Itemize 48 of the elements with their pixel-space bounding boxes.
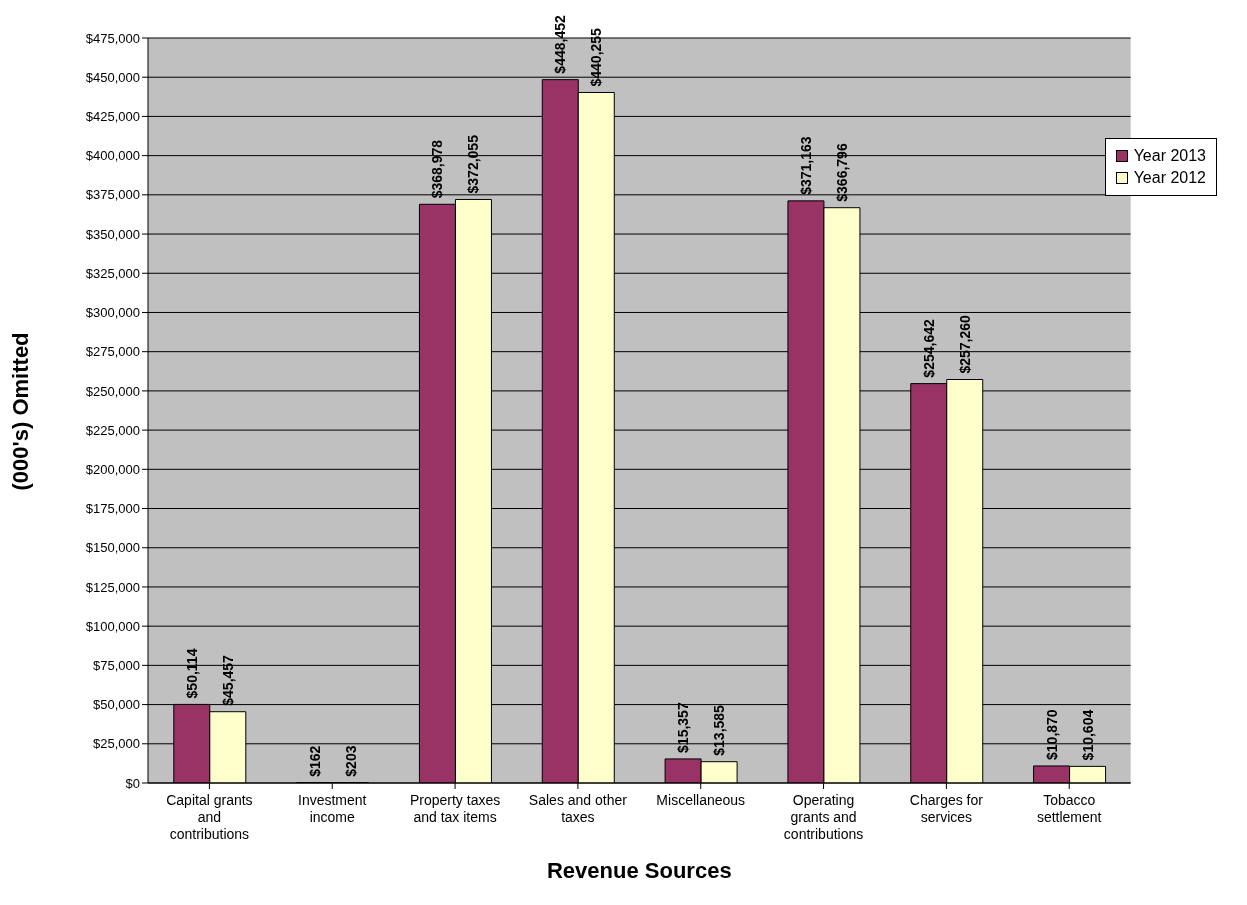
x-tick-label: Sales and other taxes — [528, 792, 628, 825]
y-tick-label: $375,000 — [85, 187, 140, 203]
y-tick-label: $125,000 — [85, 579, 140, 595]
y-tick-label: $300,000 — [85, 305, 140, 321]
y-tick-label: $425,000 — [85, 109, 140, 125]
y-axis-title: (000's) Omitted — [7, 332, 33, 491]
y-tick-label: $225,000 — [85, 422, 140, 438]
data-label: $10,870 — [1043, 709, 1060, 760]
x-tick-label: Capital grants and contributions — [166, 792, 253, 842]
y-tick-label: $150,000 — [85, 540, 140, 556]
data-label: $45,457 — [219, 654, 236, 706]
y-tick-label: $275,000 — [85, 344, 140, 360]
y-tick-label: $200,000 — [85, 461, 140, 477]
legend-label: Year 2013 — [1133, 146, 1206, 166]
y-tick-label: $50,000 — [93, 697, 140, 713]
x-tick-label: Tobacco settlement — [1036, 792, 1102, 825]
y-tick-label: $450,000 — [85, 69, 140, 85]
legend-label: Year 2012 — [1133, 168, 1206, 188]
y-tick-label: $250,000 — [85, 383, 140, 399]
data-label: $15,357 — [675, 702, 692, 753]
data-label: $371,163 — [797, 136, 814, 195]
data-label: $10,604 — [1079, 709, 1096, 761]
y-tick-label: $325,000 — [85, 265, 140, 281]
data-label: $13,585 — [711, 704, 728, 756]
y-tick-label: $0 — [125, 775, 140, 791]
x-tick-label: Property taxes and tax items — [409, 792, 501, 825]
x-tick-label: Operating grants and contributions — [783, 792, 864, 842]
y-tick-label: $400,000 — [85, 148, 140, 164]
data-label: $50,114 — [183, 648, 200, 699]
data-label: $257,260 — [956, 314, 973, 374]
x-axis-title: Revenue Sources — [546, 858, 732, 883]
data-label: $372,055 — [465, 134, 482, 194]
x-tick-label: Miscellaneous — [656, 792, 746, 808]
data-label: $203 — [342, 745, 359, 777]
data-label: $448,452 — [552, 15, 569, 74]
y-tick-label: $75,000 — [93, 657, 140, 673]
x-tick-label: Investment income — [298, 792, 367, 825]
y-tick-label: $350,000 — [85, 226, 140, 242]
data-label: $366,796 — [833, 143, 850, 202]
data-label: $440,255 — [588, 27, 605, 87]
y-tick-label: $475,000 — [85, 30, 140, 46]
data-label: $254,642 — [920, 319, 937, 378]
x-tick-label: Charges for services — [909, 792, 984, 825]
y-tick-label: $25,000 — [93, 736, 140, 752]
y-tick-label: $100,000 — [85, 618, 140, 634]
y-tick-label: $175,000 — [85, 501, 140, 517]
data-label: $162 — [306, 745, 323, 777]
data-label: $368,978 — [429, 139, 446, 199]
